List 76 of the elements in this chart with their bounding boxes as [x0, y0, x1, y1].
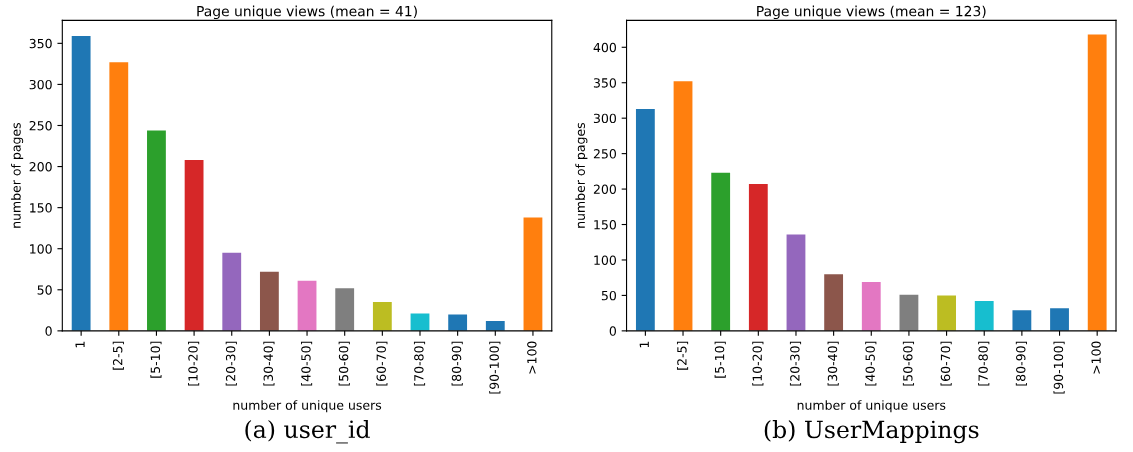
x-tick-label: [60-70] — [376, 341, 388, 386]
x-axis-title: number of unique users — [233, 400, 382, 413]
y-tick-label: 200 — [593, 184, 616, 194]
bar — [673, 81, 693, 331]
x-axis-title: number of unique users — [797, 400, 946, 413]
bar — [523, 217, 543, 331]
x-tick-label: [80-90] — [451, 341, 463, 386]
x-tick-label: [60-70] — [940, 341, 952, 386]
x-tick-label: [70-80] — [413, 341, 426, 386]
chart-title: Page unique views (mean = 123) — [757, 5, 986, 20]
y-tick-label: 300 — [593, 113, 616, 124]
x-tick-label: [80-90] — [1015, 341, 1027, 386]
bar — [184, 159, 204, 331]
bar — [259, 271, 279, 331]
x-tick-label: [20-30] — [789, 341, 802, 386]
y-tick-label: 300 — [29, 79, 52, 90]
x-tick-label: [5-10] — [714, 341, 726, 378]
bar — [937, 295, 956, 331]
y-tick-label: 250 — [593, 149, 616, 159]
y-tick-label: 350 — [29, 38, 52, 49]
x-tick-label: [10-20] — [752, 341, 764, 386]
x-tick-label: [2-5] — [676, 341, 689, 370]
bar — [335, 288, 355, 331]
bar — [448, 314, 468, 331]
x-tick-label: [10-20] — [188, 341, 200, 386]
y-tick-label: 100 — [30, 244, 52, 254]
x-tick-label: [50-60] — [338, 341, 350, 386]
y-axis-title: number of pages — [11, 122, 24, 228]
x-tick-label: [90-100] — [489, 341, 501, 394]
y-tick-label: 0 — [609, 326, 616, 336]
y-tick-label: 150 — [30, 203, 52, 213]
bar — [1012, 310, 1032, 331]
bar — [147, 130, 166, 331]
bar — [109, 62, 129, 331]
y-tick-label: 400 — [593, 42, 616, 53]
y-tick-label: 50 — [601, 290, 616, 301]
x-tick-label: [90-100] — [1053, 341, 1065, 394]
y-tick-label: 50 — [37, 285, 52, 295]
y-tick-label: 200 — [29, 162, 52, 172]
y-tick-label: 150 — [594, 219, 616, 230]
x-tick-label: >100 — [1091, 341, 1101, 374]
x-tick-label: [5-10] — [150, 341, 162, 378]
y-tick-label: 350 — [593, 78, 616, 88]
x-tick-label: 1 — [639, 341, 649, 348]
x-tick-label: [30-40] — [827, 341, 839, 386]
bar — [974, 301, 994, 331]
x-tick-label: [50-60] — [902, 341, 915, 386]
bar — [748, 184, 768, 331]
bar — [786, 234, 806, 331]
x-tick-label: [40-50] — [865, 341, 877, 386]
text: (b) UserMappings — [764, 420, 979, 444]
bar — [1087, 34, 1107, 331]
x-tick-label: [30-40] — [263, 341, 275, 386]
x-tick-label: [70-80] — [978, 341, 990, 386]
y-tick-label: 250 — [29, 120, 52, 131]
bar — [711, 172, 731, 331]
bar — [71, 35, 91, 331]
bar — [372, 302, 392, 331]
bar — [297, 280, 317, 331]
bar — [824, 274, 844, 331]
x-tick-label: [20-30] — [225, 341, 237, 386]
x-tick-label: >100 — [527, 341, 537, 374]
y-axis-title: number of pages — [575, 122, 588, 228]
x-tick-label: 1 — [75, 341, 85, 348]
y-tick-label: 100 — [594, 255, 616, 265]
y-tick-label: 0 — [45, 326, 52, 336]
text: (a) user_id — [245, 419, 370, 444]
bar — [899, 294, 919, 331]
bar — [222, 252, 242, 331]
x-tick-label: [2-5] — [112, 341, 124, 370]
bar — [861, 281, 881, 331]
bar — [635, 108, 655, 331]
x-tick-label: [40-50] — [300, 341, 313, 386]
bar — [485, 321, 505, 331]
bar — [1050, 308, 1069, 331]
chart-title: Page unique views (mean = 41) — [197, 5, 417, 20]
